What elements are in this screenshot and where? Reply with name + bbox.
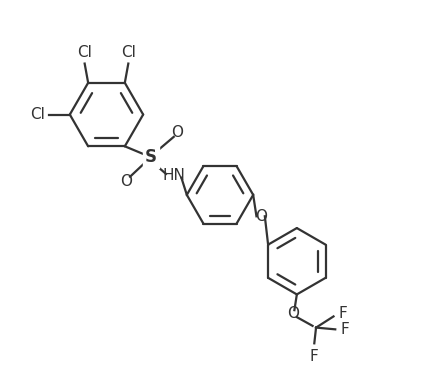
Text: F: F — [310, 349, 319, 364]
Text: Cl: Cl — [77, 45, 92, 60]
Text: S: S — [145, 148, 157, 166]
Text: F: F — [339, 306, 348, 321]
Text: O: O — [121, 174, 132, 189]
Text: Cl: Cl — [30, 107, 45, 122]
Text: HN: HN — [162, 168, 185, 184]
Text: O: O — [287, 306, 299, 321]
Text: O: O — [171, 125, 183, 140]
Text: F: F — [341, 322, 349, 337]
Text: Cl: Cl — [121, 45, 136, 60]
Text: O: O — [255, 209, 267, 224]
